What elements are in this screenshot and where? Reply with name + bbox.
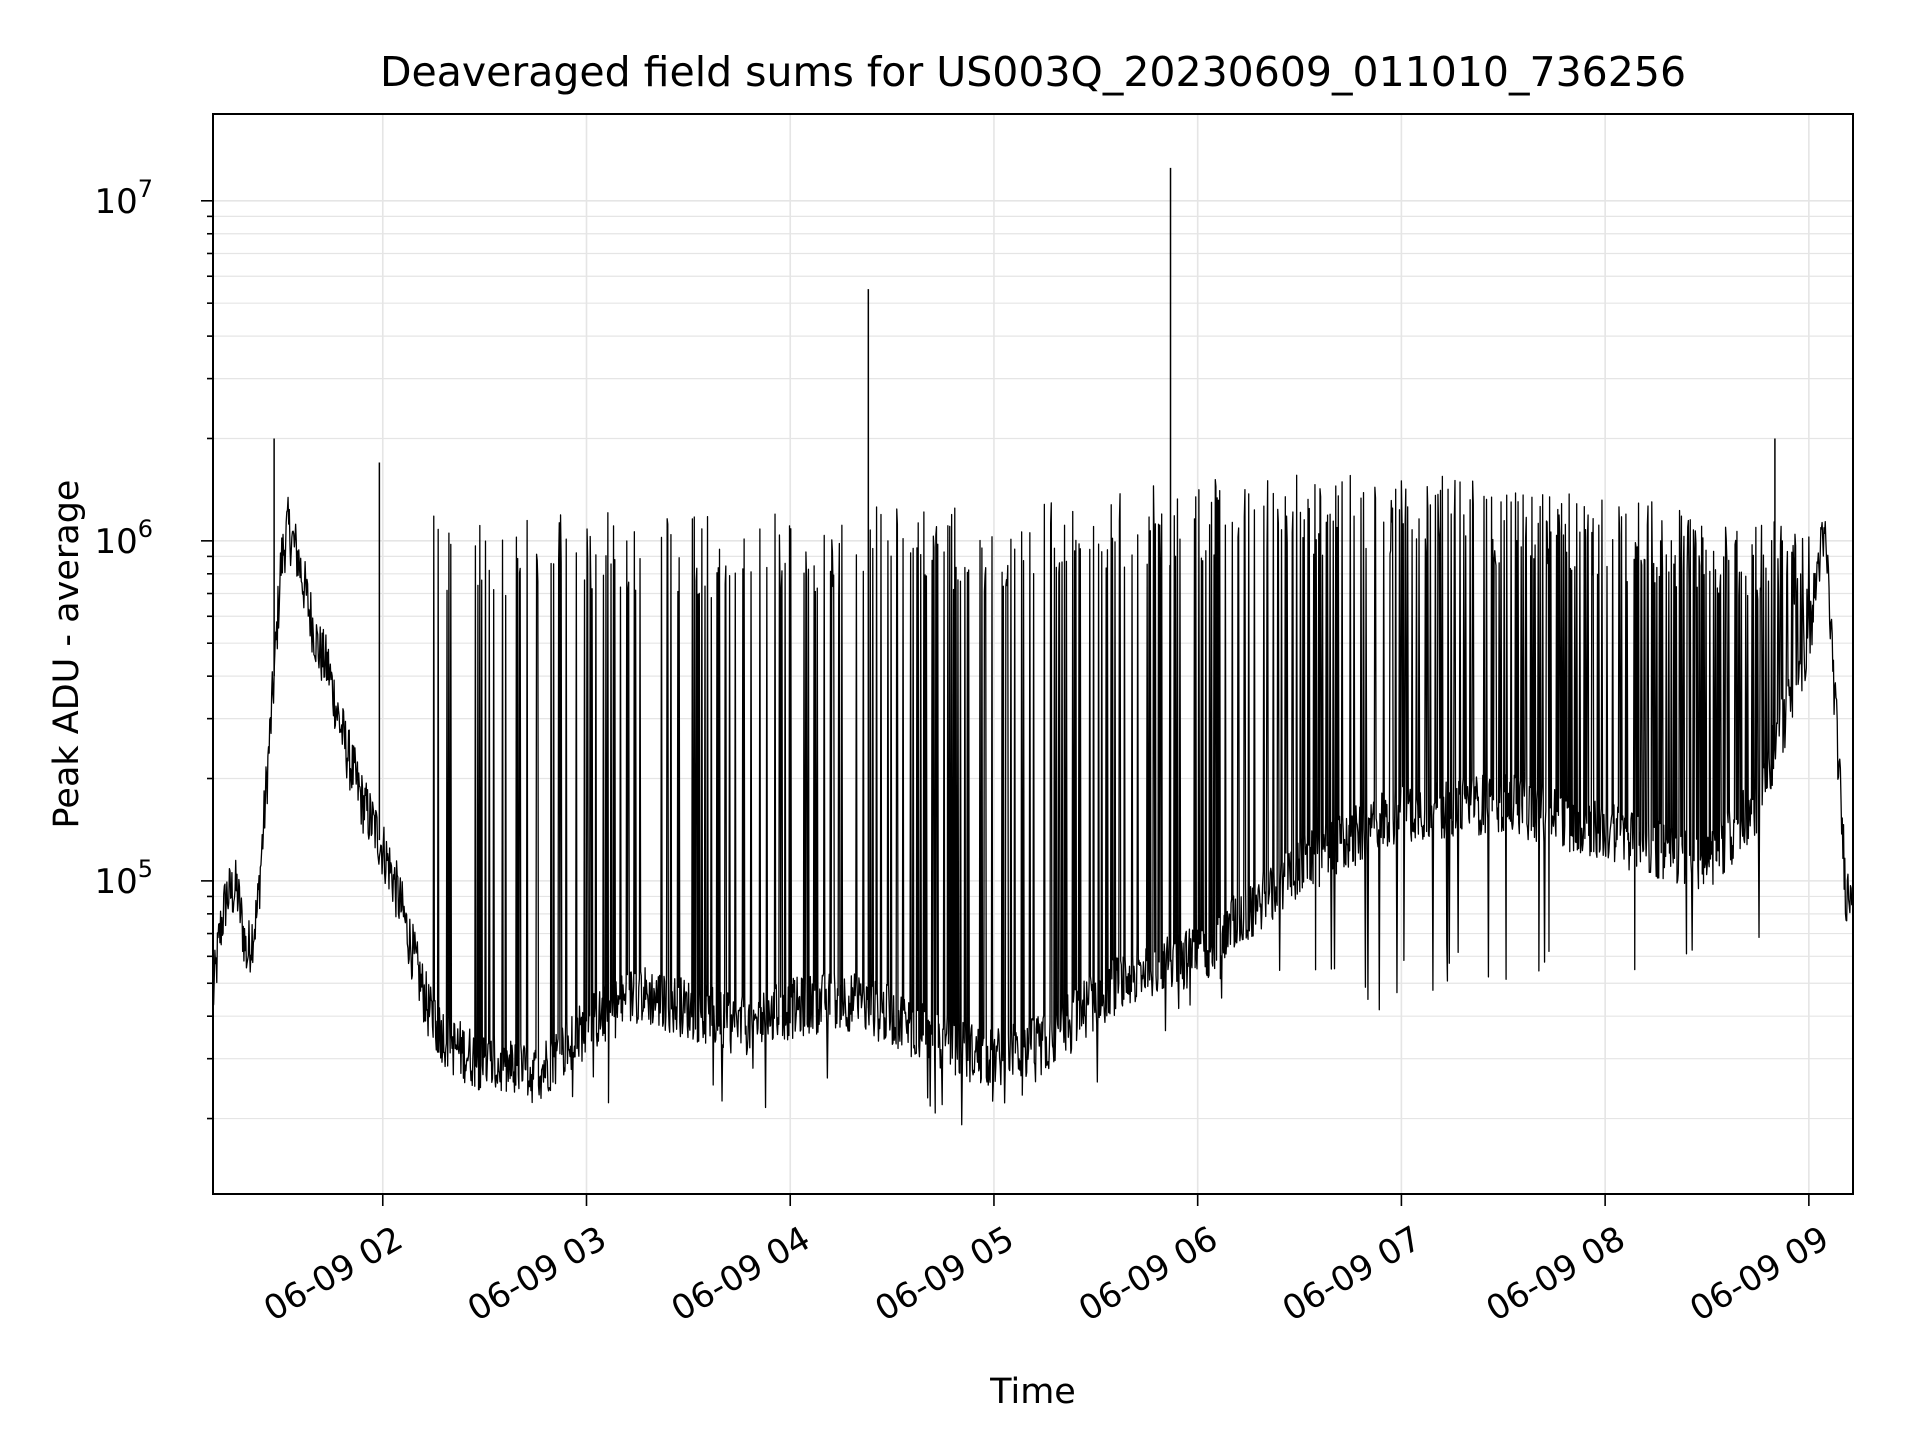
y-tick-label: 107 — [94, 175, 153, 222]
x-axis-label: Time — [989, 1372, 1076, 1412]
y-tick-label: 105 — [94, 855, 153, 902]
y-tick-label: 106 — [94, 515, 153, 562]
plot-frame — [212, 113, 1854, 1195]
y-axis-ticks: 105 106 107 — [94, 175, 213, 1120]
y-axis-label: Peak ADU - average — [47, 480, 87, 829]
plot-series — [213, 167, 1853, 1126]
chart-title: Deaveraged field sums for US003Q_2023060… — [380, 48, 1686, 96]
data-line — [213, 474, 1853, 1126]
